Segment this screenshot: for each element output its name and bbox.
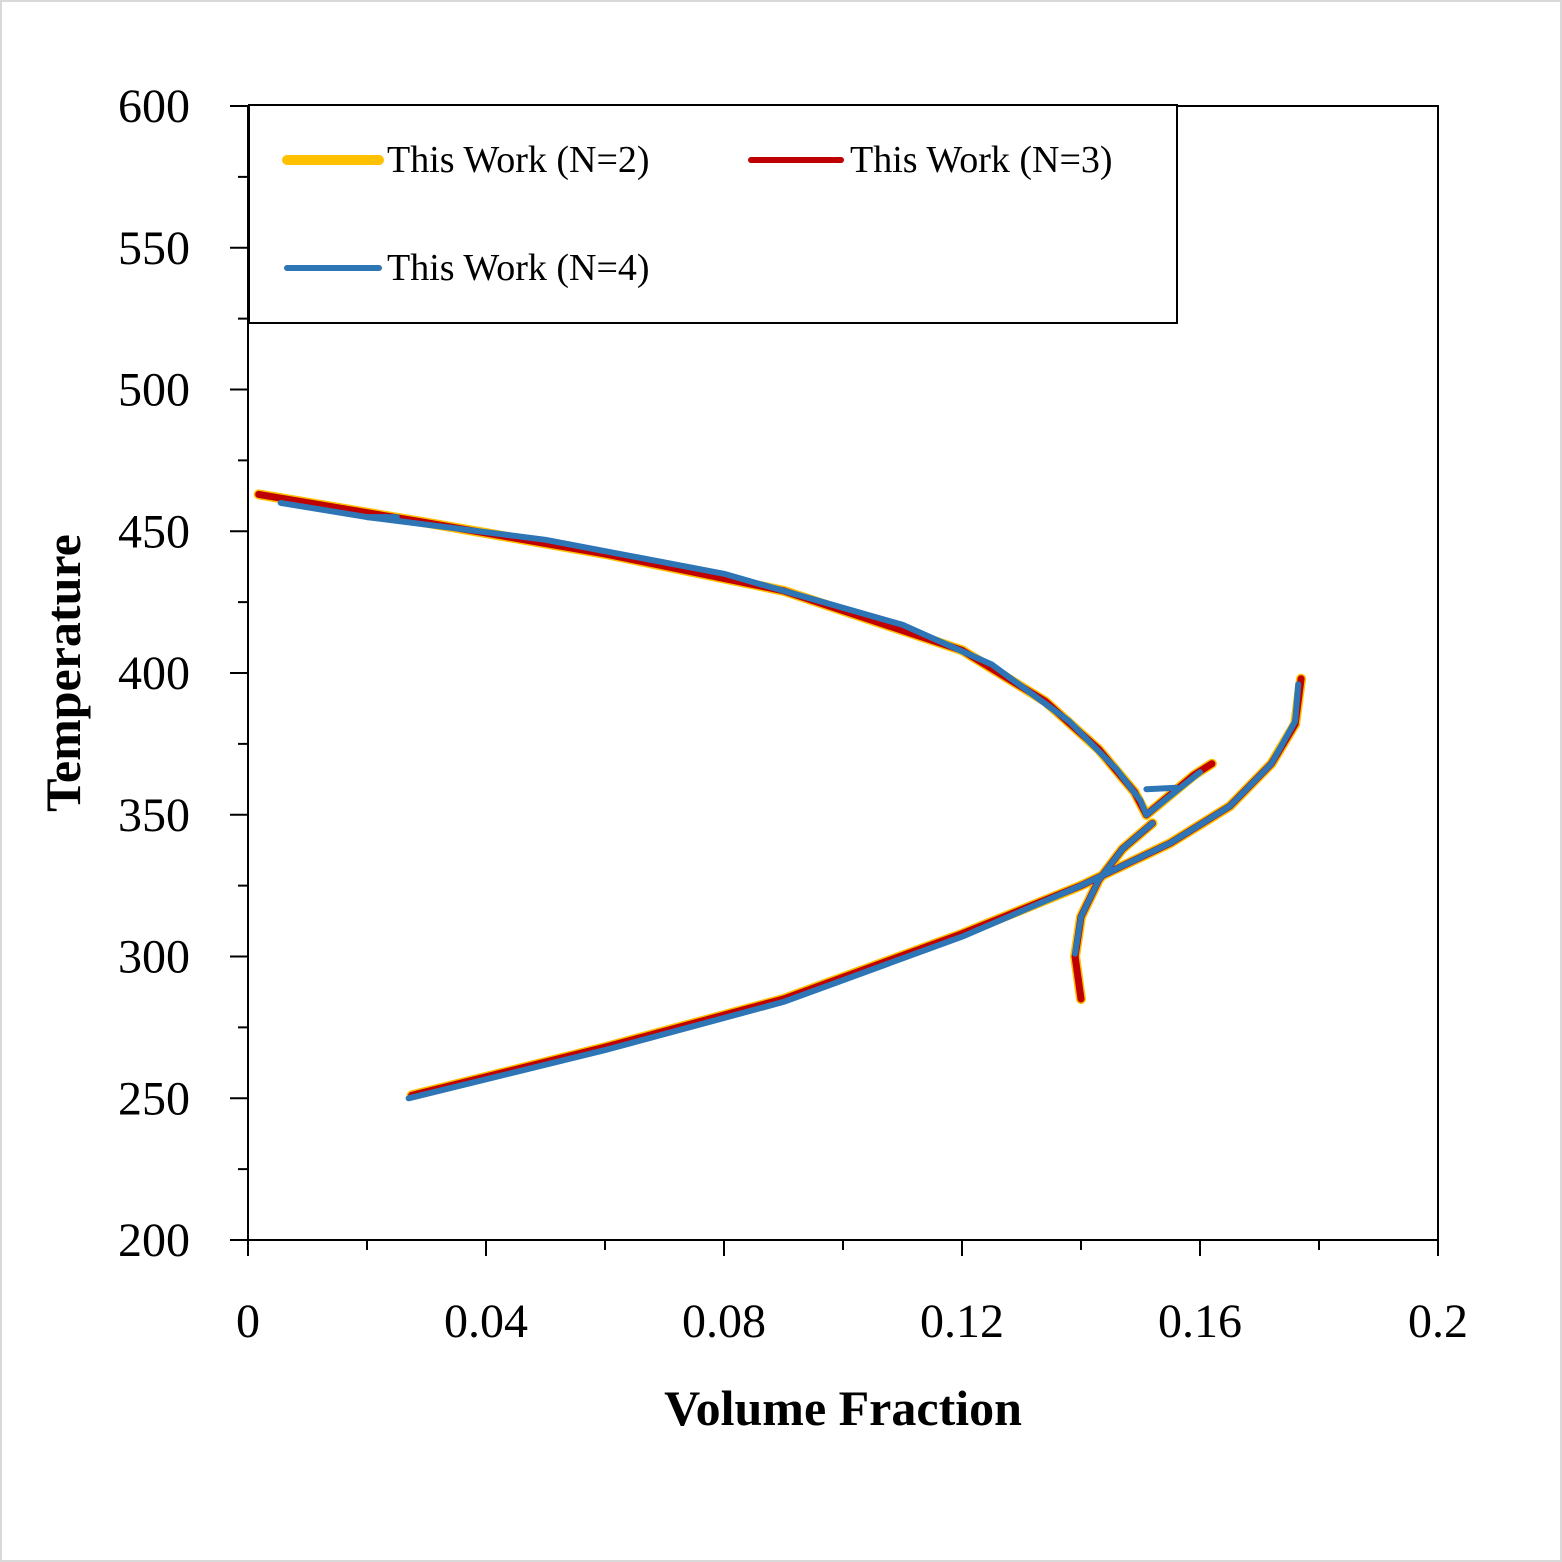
legend: This Work (N=2) This Work (N=3) This Wor… bbox=[248, 104, 1178, 324]
x-tick-label: 0.12 bbox=[920, 1295, 1004, 1348]
x-tick-label: 0.2 bbox=[1408, 1295, 1468, 1348]
y-tick-label: 550 bbox=[118, 222, 190, 275]
y-axis-title: Temperature bbox=[35, 534, 91, 812]
x-axis-title: Volume Fraction bbox=[664, 1380, 1022, 1436]
series-line-n4 bbox=[364, 514, 1150, 818]
legend-label-n3: This Work (N=3) bbox=[850, 139, 1113, 181]
y-tick-label: 300 bbox=[118, 931, 190, 984]
y-tick-label: 450 bbox=[118, 505, 190, 558]
series-line-n4 bbox=[1072, 820, 1156, 957]
y-tick-label: 400 bbox=[118, 647, 190, 700]
x-tick-label: 0.16 bbox=[1158, 1295, 1242, 1348]
y-tick-label: 500 bbox=[118, 364, 190, 417]
y-tick-label: 200 bbox=[118, 1214, 190, 1267]
y-tick-label: 600 bbox=[118, 80, 190, 133]
series-line-n4 bbox=[1143, 784, 1180, 793]
series-line-n4 bbox=[1143, 769, 1203, 818]
x-tick-label: 0 bbox=[236, 1295, 260, 1348]
x-tick-label: 0.08 bbox=[682, 1295, 766, 1348]
axes: 200 250 300 350 400 450 500 550 600 0 0.04 0.08 0.12… bbox=[118, 80, 1468, 1348]
series-layer bbox=[253, 489, 1307, 1102]
legend-box bbox=[248, 104, 1178, 324]
legend-label-n2: This Work (N=2) bbox=[387, 139, 650, 181]
series-line-n4 bbox=[405, 681, 1302, 1102]
x-tick-label: 0.04 bbox=[444, 1295, 528, 1348]
series-4 bbox=[277, 499, 1302, 1102]
legend-label-n4: This Work (N=4) bbox=[387, 247, 650, 289]
y-tick-label: 350 bbox=[118, 789, 190, 842]
y-tick-label: 250 bbox=[118, 1072, 190, 1125]
